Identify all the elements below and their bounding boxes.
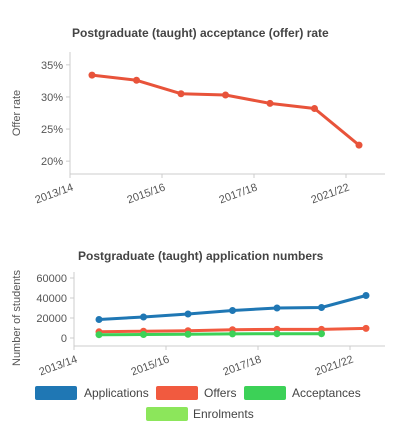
c2-xtick-label: 2013/14 xyxy=(38,354,79,379)
c2-xtick-label: 2015/16 xyxy=(130,354,171,379)
legend-label-enrolments: Enrolments xyxy=(193,407,254,421)
c2-xtick-label: 2021/22 xyxy=(314,354,355,379)
c2-series-0-point[interactable] xyxy=(95,316,103,323)
c2-series-0-point[interactable] xyxy=(273,304,281,312)
chart-application-numbers: Postgraduate (taught) application number… xyxy=(11,249,385,378)
c2-series-2-point[interactable] xyxy=(318,330,325,338)
legend-item-applications[interactable]: Applications xyxy=(35,386,149,400)
chart2-title: Postgraduate (taught) application number… xyxy=(78,249,324,263)
c1-series-line-0 xyxy=(91,73,360,147)
chart2-series xyxy=(95,292,370,339)
c2-series-2-point[interactable] xyxy=(229,330,236,338)
chart1-series xyxy=(88,71,363,149)
c1-series-0-point[interactable] xyxy=(266,99,274,107)
legend-item-offers[interactable]: Offers xyxy=(156,386,236,400)
c2-ytick-label: 60000 xyxy=(36,273,67,285)
c1-xtick-label: 2017/18 xyxy=(218,182,259,207)
legend-item-acceptances[interactable]: Acceptances xyxy=(244,386,361,400)
c2-series-2-point[interactable] xyxy=(140,331,147,338)
c2-series-0-point[interactable] xyxy=(184,310,192,318)
chart-offer-rate: Postgraduate (taught) acceptance (offer)… xyxy=(11,26,385,206)
c1-series-0-point[interactable] xyxy=(177,90,185,98)
legend-item-enrolments[interactable]: Enrolments xyxy=(146,407,254,421)
chart2-y-axis-label: Number of students xyxy=(11,270,23,366)
legend-swatch-offers xyxy=(156,386,198,400)
c1-ytick-label: 25% xyxy=(41,124,63,136)
c1-series-0-point[interactable] xyxy=(311,105,318,113)
c1-ytick-label: 30% xyxy=(41,92,63,104)
c1-series-0-point[interactable] xyxy=(222,91,229,99)
c1-xtick-label: 2015/16 xyxy=(126,182,167,207)
c2-series-line-2 xyxy=(98,332,322,337)
chart2-legend: Applications Offers Acceptances Enrolmen… xyxy=(35,386,361,421)
c2-series-1-point[interactable] xyxy=(362,324,370,332)
c1-xtick-label: 2013/14 xyxy=(34,182,75,207)
c1-xtick-label: 2021/22 xyxy=(310,182,351,207)
c1-ytick-label: 35% xyxy=(41,60,63,72)
c1-series-0-point[interactable] xyxy=(133,76,140,84)
legend-swatch-enrolments xyxy=(146,407,188,421)
c2-series-0-point[interactable] xyxy=(318,304,325,311)
legend-label-offers: Offers xyxy=(204,386,236,400)
chart1-y-ticks: 20% 25% 30% 35% xyxy=(41,60,70,168)
legend-label-acceptances: Acceptances xyxy=(292,386,361,400)
c2-series-2-point[interactable] xyxy=(184,330,192,338)
c2-series-2-point[interactable] xyxy=(95,331,103,339)
c2-series-2-point[interactable] xyxy=(273,330,281,338)
chart1-y-axis-label: Offer rate xyxy=(11,90,23,136)
c2-ytick-label: 20000 xyxy=(36,313,67,325)
c2-ytick-label: 40000 xyxy=(36,293,67,305)
chart1-title: Postgraduate (taught) acceptance (offer)… xyxy=(72,26,329,40)
c2-ytick-label: 0 xyxy=(61,333,67,345)
c2-xtick-label: 2017/18 xyxy=(222,354,263,379)
c2-series-0-point[interactable] xyxy=(140,313,147,321)
legend-swatch-acceptances xyxy=(244,386,286,400)
legend-label-applications: Applications xyxy=(84,386,149,400)
c2-series-0-point[interactable] xyxy=(362,292,370,299)
c2-series-0-point[interactable] xyxy=(229,307,236,314)
chart2-y-ticks: 0 20000 40000 60000 xyxy=(36,273,74,345)
c1-series-0-point[interactable] xyxy=(88,71,96,79)
chart2-x-ticks: 2013/14 2015/16 2017/18 2021/22 xyxy=(38,346,355,378)
c1-ytick-label: 20% xyxy=(41,156,63,168)
chart1-x-ticks: 2013/14 2015/16 2017/18 2021/22 xyxy=(34,174,351,206)
c1-series-0-point[interactable] xyxy=(355,141,363,149)
legend-swatch-applications xyxy=(35,386,77,400)
